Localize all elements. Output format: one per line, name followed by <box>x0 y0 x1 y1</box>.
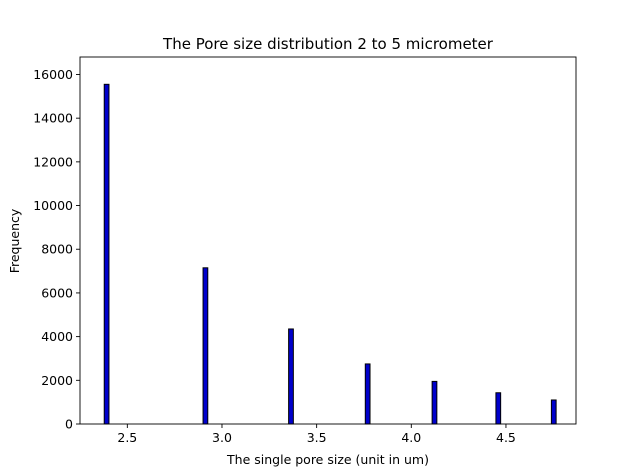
histogram-bar-4 <box>364 363 371 425</box>
y-axis-label: Frequency <box>7 208 22 273</box>
chart-title: The Pore size distribution 2 to 5 microm… <box>162 35 494 53</box>
y-tick-label-9: 16000 <box>33 67 73 82</box>
y-tick-label-6: 10000 <box>33 198 73 213</box>
histogram-bar-5 <box>431 380 438 425</box>
y-tick-label-1: 0 <box>65 417 73 432</box>
x-tick-label-5: 4.5 <box>496 430 516 445</box>
histogram-bar-3 <box>288 328 294 425</box>
y-tick-label-7: 12000 <box>33 154 73 169</box>
y-axis-ticks: 0 2000 4000 6000 8000 10000 12000 14000 16000 <box>33 67 80 432</box>
plot-frame <box>79 56 577 425</box>
y-tick-label-2: 2000 <box>41 373 73 388</box>
x-axis-label: The single pore size (unit in um) <box>226 452 429 467</box>
y-tick-label-3: 4000 <box>41 329 73 344</box>
y-tick-label-4: 6000 <box>41 285 73 300</box>
x-tick-label-3: 3.5 <box>307 430 327 445</box>
y-tick-label-8: 14000 <box>33 111 73 126</box>
x-tick-label-2: 3.0 <box>212 430 232 445</box>
x-axis-ticks: 2.5 3.0 3.5 4.0 4.5 <box>117 424 516 445</box>
histogram-bar-2 <box>202 267 209 425</box>
y-tick-label-5: 8000 <box>41 242 73 257</box>
histogram-bar-6 <box>495 392 502 425</box>
histogram-bar-7 <box>550 399 557 425</box>
x-tick-label-1: 2.5 <box>117 430 137 445</box>
x-tick-label-4: 4.0 <box>401 430 421 445</box>
histogram-bar-1 <box>103 83 110 425</box>
bars-group <box>103 83 557 425</box>
